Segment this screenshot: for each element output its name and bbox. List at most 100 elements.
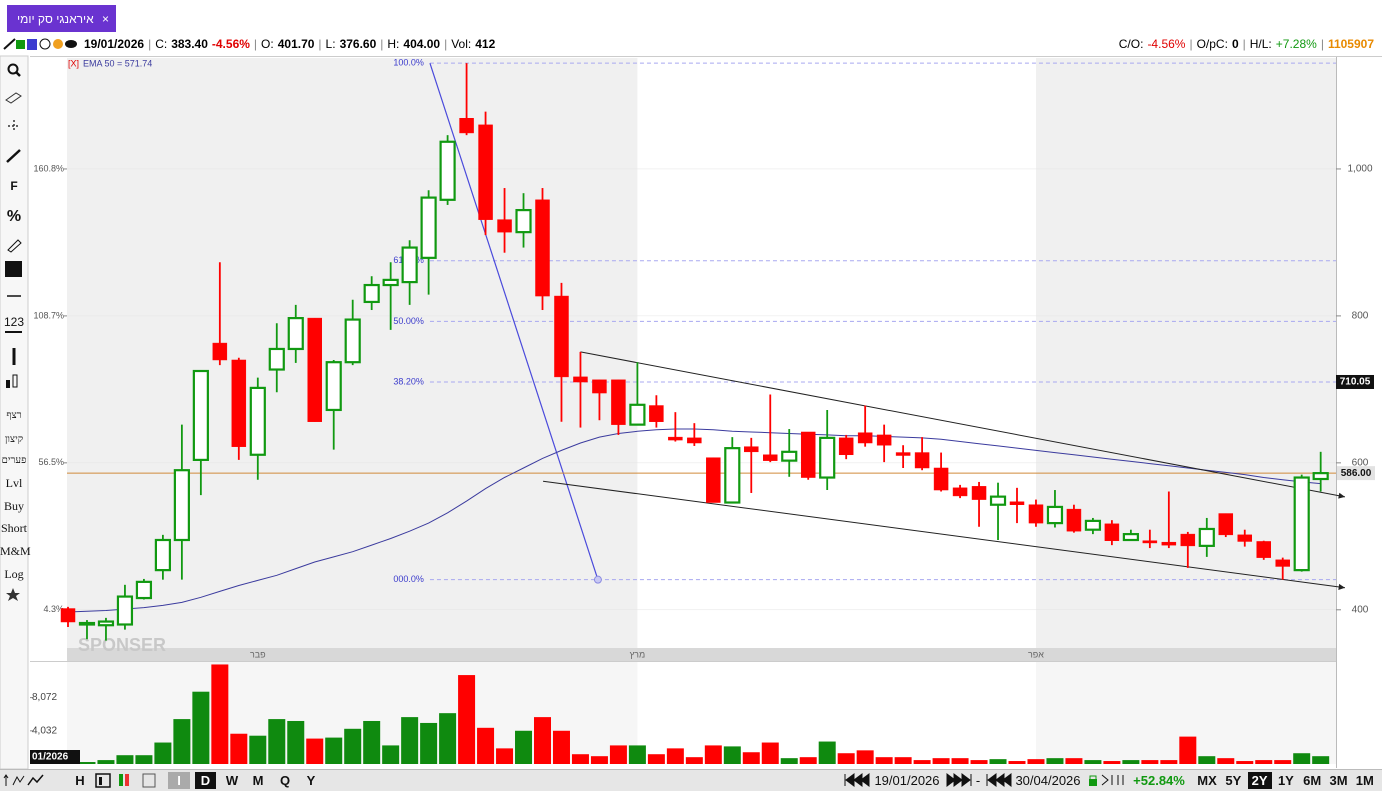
fib-anchor [429,62,599,580]
tool-123[interactable]: 123 [3,315,25,329]
tool-gaps[interactable]: פערים [1,455,27,466]
tool-streak[interactable]: רצף [6,410,22,421]
volume-bar [325,737,343,764]
info-item: | [1242,37,1246,51]
date-to[interactable]: 30/04/2026 [1015,773,1081,788]
tab[interactable]: איראנגי סק יומי × [7,5,116,32]
tool-percent[interactable]: % [6,208,22,225]
btn-i[interactable]: I [168,772,190,789]
tab-close[interactable]: × [101,11,109,26]
btn-w[interactable]: W [225,773,239,788]
volume-bar [97,760,115,764]
volume-bar [1236,761,1254,764]
y-tick-label: 600 [1352,457,1369,468]
candle-body [971,486,987,500]
range-button[interactable]: 2Y [1247,772,1272,789]
volume-bar [116,755,134,764]
candle-body [933,467,949,491]
volume-bar [1122,760,1140,764]
info-icons [3,38,77,50]
date-label: 01/2026 [32,752,69,763]
candle-body [401,246,418,284]
y-tick-label: 800 [1352,311,1369,322]
volume-bar [894,757,912,764]
volume-bar [192,691,210,764]
volume-bar [439,713,457,764]
nav-back-2[interactable] [985,773,1013,787]
btn-h[interactable]: H [75,773,85,788]
info-item: 412 [475,37,496,51]
candle-body [497,219,512,233]
tool-lvl[interactable]: Lvl [5,476,23,490]
range-button[interactable]: 1Y [1277,773,1294,788]
volume-bar [970,760,988,764]
volume-tick-label: 4,032 [32,725,57,736]
volume-bar [515,730,533,764]
volume-bar [249,735,267,764]
tool-extreme[interactable]: קיצון [4,434,24,445]
candle-body [1028,504,1044,524]
candle-body [268,347,285,371]
candle-body [952,487,968,497]
candle-body [1293,476,1310,572]
info-item: 1105907 [1327,37,1374,51]
left-tick-label: 160.8% [33,163,64,173]
candle-body [363,283,380,304]
info-item: 19/01/2026 [84,37,145,51]
volume-bar [571,754,589,764]
volume-bar [799,757,817,764]
tool-short[interactable]: Short [0,521,27,535]
candle-body [895,452,911,456]
plot-layer: SPONSER פבר מרץ אפר 400 600 800 1,000 4.3% 56.5% 1… [30,56,1382,768]
btn-q[interactable]: Q [279,773,291,788]
marker-box [1336,374,1374,389]
range-button[interactable]: MX [1197,773,1217,788]
date-from[interactable]: 19/01/2026 [874,773,940,788]
candle-body [1066,508,1082,532]
volume-bar [1065,758,1083,764]
lock-icons[interactable] [1087,773,1127,787]
month-label: מרץ [630,649,646,659]
tool-log[interactable]: Log [4,567,24,581]
volume-bar [534,717,551,764]
btn-d[interactable]: D [195,772,216,789]
nav-fwd[interactable] [945,773,973,787]
candle-body [1161,541,1177,546]
volume-bar [363,720,381,764]
volume-bar [306,738,324,764]
candle-body [876,434,892,446]
watermark: SPONSER [78,635,166,655]
candle-body [325,361,342,412]
btn-y[interactable]: Y [306,773,316,788]
volume-bar [1274,760,1292,764]
candle-body [706,457,721,503]
volume-bar [989,759,1007,764]
btn-m[interactable]: M [252,773,264,788]
left-tick-label: 108.7% [33,310,64,320]
fib-label: 38.20% [393,376,424,386]
info-item: 383.40 [171,37,208,51]
volume-bar [913,760,931,764]
tool-mm[interactable]: M&M [0,544,31,558]
candle-body [60,608,76,623]
range-button[interactable]: 3M [1329,773,1348,788]
bottom-bar: H I D W M Q Y 19/01/2026 - 30/04/2026 +5… [0,769,1382,791]
range-button[interactable]: 5Y [1225,773,1242,788]
volume-bar [951,758,969,764]
nav-back[interactable] [843,773,871,787]
candle-body [1084,519,1102,531]
month-strip [67,648,1336,661]
month-shade [1035,58,1336,661]
tool-f[interactable]: F [10,179,18,193]
channel-line [580,351,1346,498]
left-toolbar [0,55,29,770]
range-button[interactable]: 1M [1355,773,1374,788]
tool-buy[interactable]: Buy [3,499,24,513]
volume-bar [1160,760,1178,764]
volume-bar [1084,760,1102,764]
info-item: 401.70 [277,37,315,51]
candle-body [1198,527,1215,547]
range-button[interactable]: 6M [1303,773,1322,788]
volume-bar [382,745,400,764]
